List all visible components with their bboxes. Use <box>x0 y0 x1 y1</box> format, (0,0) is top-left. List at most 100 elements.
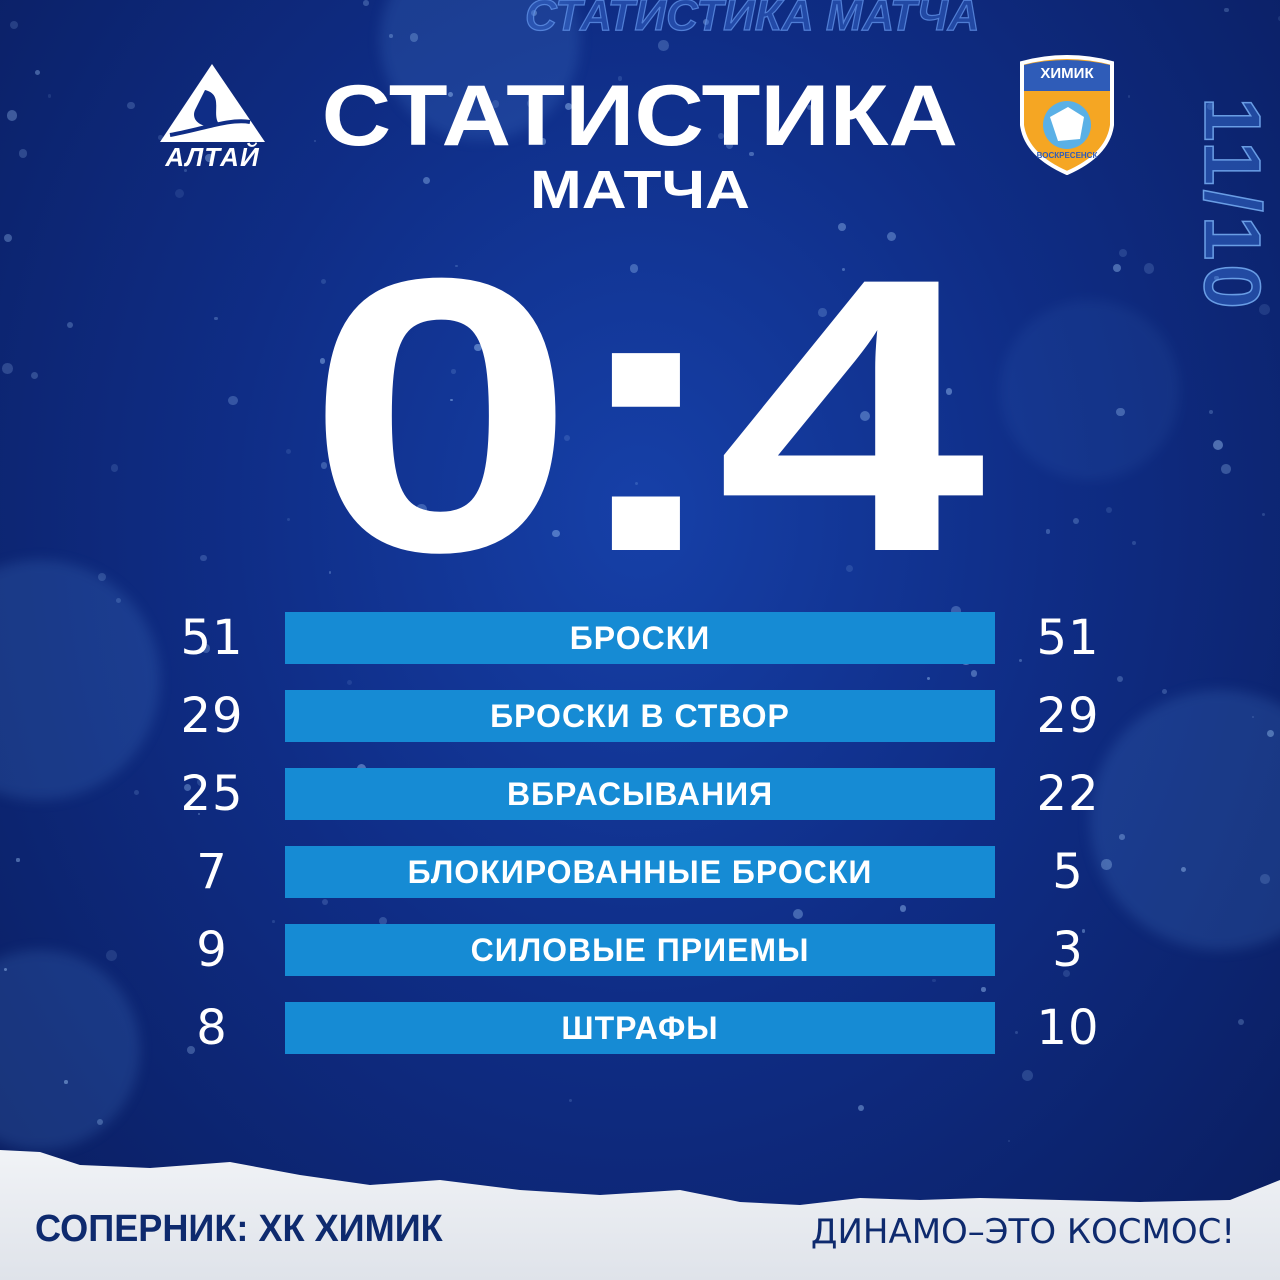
altai-logo-text: АЛТАЙ <box>165 142 260 172</box>
snow-dot <box>415 504 427 515</box>
snow-dot <box>158 135 163 140</box>
home-stat-value: 9 <box>196 922 228 978</box>
snow-dot <box>357 396 364 404</box>
home-stat-value: 51 <box>180 610 244 666</box>
snow-dot <box>397 494 401 498</box>
snow-dot <box>319 358 326 364</box>
snow-dot <box>1161 689 1167 694</box>
snow-dot <box>202 644 211 653</box>
snow-dot <box>1213 439 1224 450</box>
snow-dot <box>228 395 238 406</box>
slogan: ДИНАМО–ЭТО КОСМОС! <box>810 1212 1235 1252</box>
khimik-logo: ХИМИК ВОСКРЕСЕНСК <box>1018 55 1116 176</box>
stat-row: 7 БЛОКИРОВАННЫЕ БРОСКИ 5 <box>0 846 1280 898</box>
stat-row: 8 ШТРАФЫ 10 <box>0 1002 1280 1054</box>
stat-label: БРОСКИ В СТВОР <box>285 690 995 742</box>
snow-dot <box>16 858 20 862</box>
home-stat-value: 8 <box>196 1000 228 1056</box>
snow-dot <box>951 606 961 616</box>
home-stat-value: 29 <box>180 688 244 744</box>
snow-dot <box>30 372 38 380</box>
away-stat-value: 10 <box>1036 1000 1100 1056</box>
snow-dot <box>539 138 547 146</box>
snow-dot <box>530 9 538 16</box>
snow-dot <box>474 343 483 352</box>
snow-dot <box>98 573 106 582</box>
away-score: 4 <box>716 197 986 633</box>
score-separator: : <box>565 197 726 633</box>
snow-dot <box>841 267 846 272</box>
snow-dot <box>450 398 453 402</box>
snow-dot <box>653 90 659 96</box>
snow-dot <box>1224 8 1229 13</box>
title-watermark: СТАТИСТИКА МАТЧА <box>524 0 980 40</box>
snow-dot <box>1116 675 1123 682</box>
snow-dot <box>328 571 332 574</box>
snow-dot <box>214 316 218 321</box>
snow-dot <box>378 916 387 925</box>
snow-dot <box>887 231 897 241</box>
snow-dot <box>1113 264 1121 273</box>
snow-dot <box>491 100 500 108</box>
stat-row: 25 ВБРАСЫВАНИЯ 22 <box>0 768 1280 820</box>
snow-dot <box>472 536 475 540</box>
snow-dot <box>1118 249 1127 258</box>
snow-dot <box>1015 1030 1019 1034</box>
snow-dot <box>845 565 854 573</box>
snow-dot <box>727 97 738 108</box>
snow-dot <box>1180 866 1187 873</box>
snow-dot <box>455 264 458 268</box>
snow-dot <box>285 448 292 455</box>
stat-row: 29 БРОСКИ В СТВОР 29 <box>0 690 1280 742</box>
snow-dot <box>440 285 451 296</box>
snow-dot <box>184 169 187 172</box>
stat-row: 51 БРОСКИ 51 <box>0 612 1280 664</box>
snow-dot <box>1101 859 1112 870</box>
away-stat-value: 51 <box>1036 610 1100 666</box>
snow-dot <box>1127 95 1131 98</box>
snow-dot <box>1261 512 1266 517</box>
snow-dot <box>1105 507 1112 514</box>
snow-dot <box>127 101 135 110</box>
snow-dot <box>838 223 846 231</box>
khimik-logo-text: ХИМИК <box>1040 65 1094 82</box>
snow-dot <box>568 1099 572 1103</box>
opponent-label: СОПЕРНИК: ХК ХИМИК <box>35 1208 443 1250</box>
snow-dot <box>183 783 191 792</box>
snow-dot <box>527 99 537 109</box>
snow-dot <box>703 19 710 26</box>
snow-dot <box>675 362 680 366</box>
snow-dot <box>321 898 328 905</box>
snow-dot <box>945 388 952 395</box>
snow-dot <box>110 463 119 472</box>
snow-dot <box>422 176 430 184</box>
snow-dot <box>286 517 290 522</box>
snow-dot <box>779 383 791 395</box>
snow-dot <box>47 94 52 98</box>
snow-dot <box>271 919 275 923</box>
snow-dot <box>858 1104 865 1111</box>
snow-dot <box>174 189 185 199</box>
snow-dot <box>564 102 572 111</box>
snow-dot <box>115 597 122 603</box>
stat-label: БРОСКИ <box>285 612 995 664</box>
snow-dot <box>1063 969 1071 977</box>
stat-label: ВБРАСЫВАНИЯ <box>285 768 995 820</box>
snow-dot <box>1209 410 1214 415</box>
snow-dot <box>363 0 369 6</box>
snow-dot <box>1131 541 1136 546</box>
stat-label: СИЛОВЫЕ ПРИЕМЫ <box>285 924 995 976</box>
snow-dot <box>981 987 986 992</box>
snow-dot <box>1214 276 1219 281</box>
snow-dot <box>749 151 754 157</box>
snow-dot <box>106 949 117 961</box>
snow-dot <box>448 91 454 97</box>
snow-dot <box>1207 102 1214 110</box>
snow-dot <box>1267 730 1274 738</box>
snow-dot <box>1045 529 1051 534</box>
snow-dot <box>658 40 670 52</box>
snow-dot <box>1081 929 1085 933</box>
snow-dot <box>792 908 803 919</box>
snow-dot <box>648 90 655 97</box>
